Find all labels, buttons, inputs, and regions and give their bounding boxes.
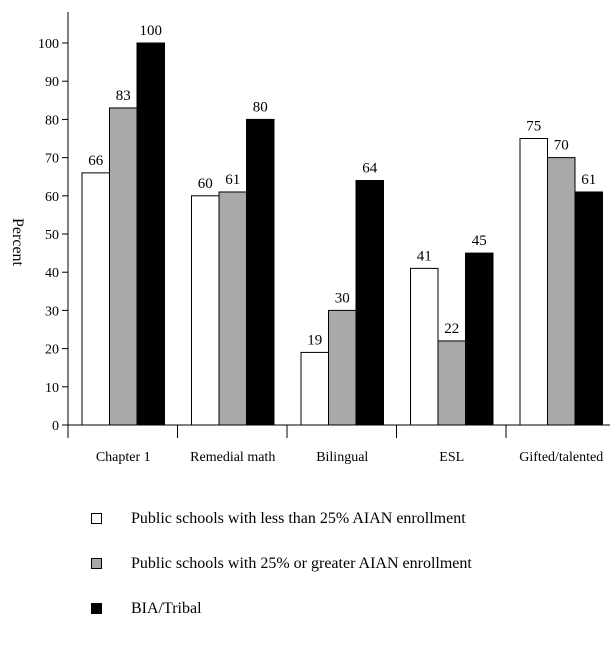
- data-label-gifted-talented-series-2: 70: [554, 138, 569, 154]
- bars: 66 83 100 60 61 80 19 30 64 41 22 45 75 70 61: [81, 23, 603, 426]
- bar-esl-series-1: [410, 267, 439, 426]
- data-label-remedial-math-series-3: 80: [253, 99, 268, 115]
- x-tick-label-bilingual: Bilingual: [316, 450, 368, 465]
- y-axis-label: Percent: [9, 218, 26, 267]
- legend-swatch-high-aian: [91, 558, 102, 569]
- data-label-remedial-math-series-2: 61: [225, 172, 240, 188]
- data-label-esl-series-3: 45: [472, 233, 487, 249]
- y-tick-label-0: 0: [52, 419, 59, 434]
- bar-esl-series-3: [465, 252, 494, 426]
- legend-swatch-low-aian: [91, 513, 102, 524]
- y-tick-label-50: 50: [45, 228, 59, 243]
- data-label-chapter-1-series-1: 66: [88, 153, 104, 169]
- y-tick-label-40: 40: [45, 266, 59, 281]
- bar-chapter-1-series-1: [81, 172, 110, 426]
- bar-gifted-talented-series-3: [574, 191, 603, 426]
- data-label-chapter-1-series-2: 83: [116, 88, 131, 104]
- y-tick-label-80: 80: [45, 113, 59, 128]
- y-tick-label-30: 30: [45, 304, 59, 319]
- legend-label-bia-tribal: BIA/Tribal: [131, 600, 202, 617]
- bar-remedial-math-series-3: [246, 118, 275, 426]
- x-tick-label-chapter-1: Chapter 1: [96, 450, 151, 465]
- bar-chapter-1-series-3: [136, 42, 165, 426]
- data-label-esl-series-2: 22: [444, 321, 459, 337]
- bar-bilingual-series-1: [300, 351, 329, 426]
- data-label-bilingual-series-1: 19: [307, 332, 322, 348]
- y-tick-label-20: 20: [45, 343, 59, 358]
- y-tick-label-70: 70: [45, 152, 59, 167]
- y-axis: 0 10 20 30 40 50 60 70 80 90 100: [38, 12, 69, 434]
- data-label-bilingual-series-3: 64: [362, 161, 378, 177]
- bar-gifted-talented-series-2: [547, 157, 576, 426]
- bar-chart: 0 10 20 30 40 50 60 70 80 90 100 Chapter 1 Remedial…: [9, 12, 610, 465]
- bar-gifted-talented-series-1: [519, 138, 548, 426]
- y-tick-label-90: 90: [45, 75, 59, 90]
- bar-remedial-math-series-2: [218, 191, 247, 426]
- y-tick-label-60: 60: [45, 190, 59, 205]
- bar-esl-series-2: [437, 340, 466, 426]
- data-label-gifted-talented-series-1: 75: [526, 119, 541, 135]
- x-tick-label-remedial-math: Remedial math: [190, 450, 275, 465]
- y-tick-label-10: 10: [45, 381, 59, 396]
- x-axis: Chapter 1 Remedial math Bilingual ESL Gifted…: [67, 424, 610, 465]
- x-tick-label-gifted-talented: Gifted/talented: [519, 450, 603, 465]
- legend-label-low-aian: Public schools with less than 25% AIAN e…: [131, 510, 466, 527]
- bar-remedial-math-series-1: [191, 195, 220, 426]
- bar-bilingual-series-3: [355, 180, 384, 426]
- data-label-bilingual-series-2: 30: [335, 290, 350, 306]
- legend-swatch-bia-tribal: [91, 603, 102, 614]
- data-label-chapter-1-series-3: 100: [140, 23, 163, 39]
- data-label-remedial-math-series-1: 60: [198, 176, 213, 192]
- bar-bilingual-series-2: [328, 309, 357, 426]
- bar-chapter-1-series-2: [109, 107, 138, 426]
- legend-label-high-aian: Public schools with 25% or greater AIAN …: [131, 555, 472, 572]
- x-tick-label-esl: ESL: [439, 450, 464, 465]
- data-label-esl-series-1: 41: [417, 248, 432, 264]
- data-label-gifted-talented-series-3: 61: [581, 172, 596, 188]
- y-tick-label-100: 100: [38, 37, 59, 52]
